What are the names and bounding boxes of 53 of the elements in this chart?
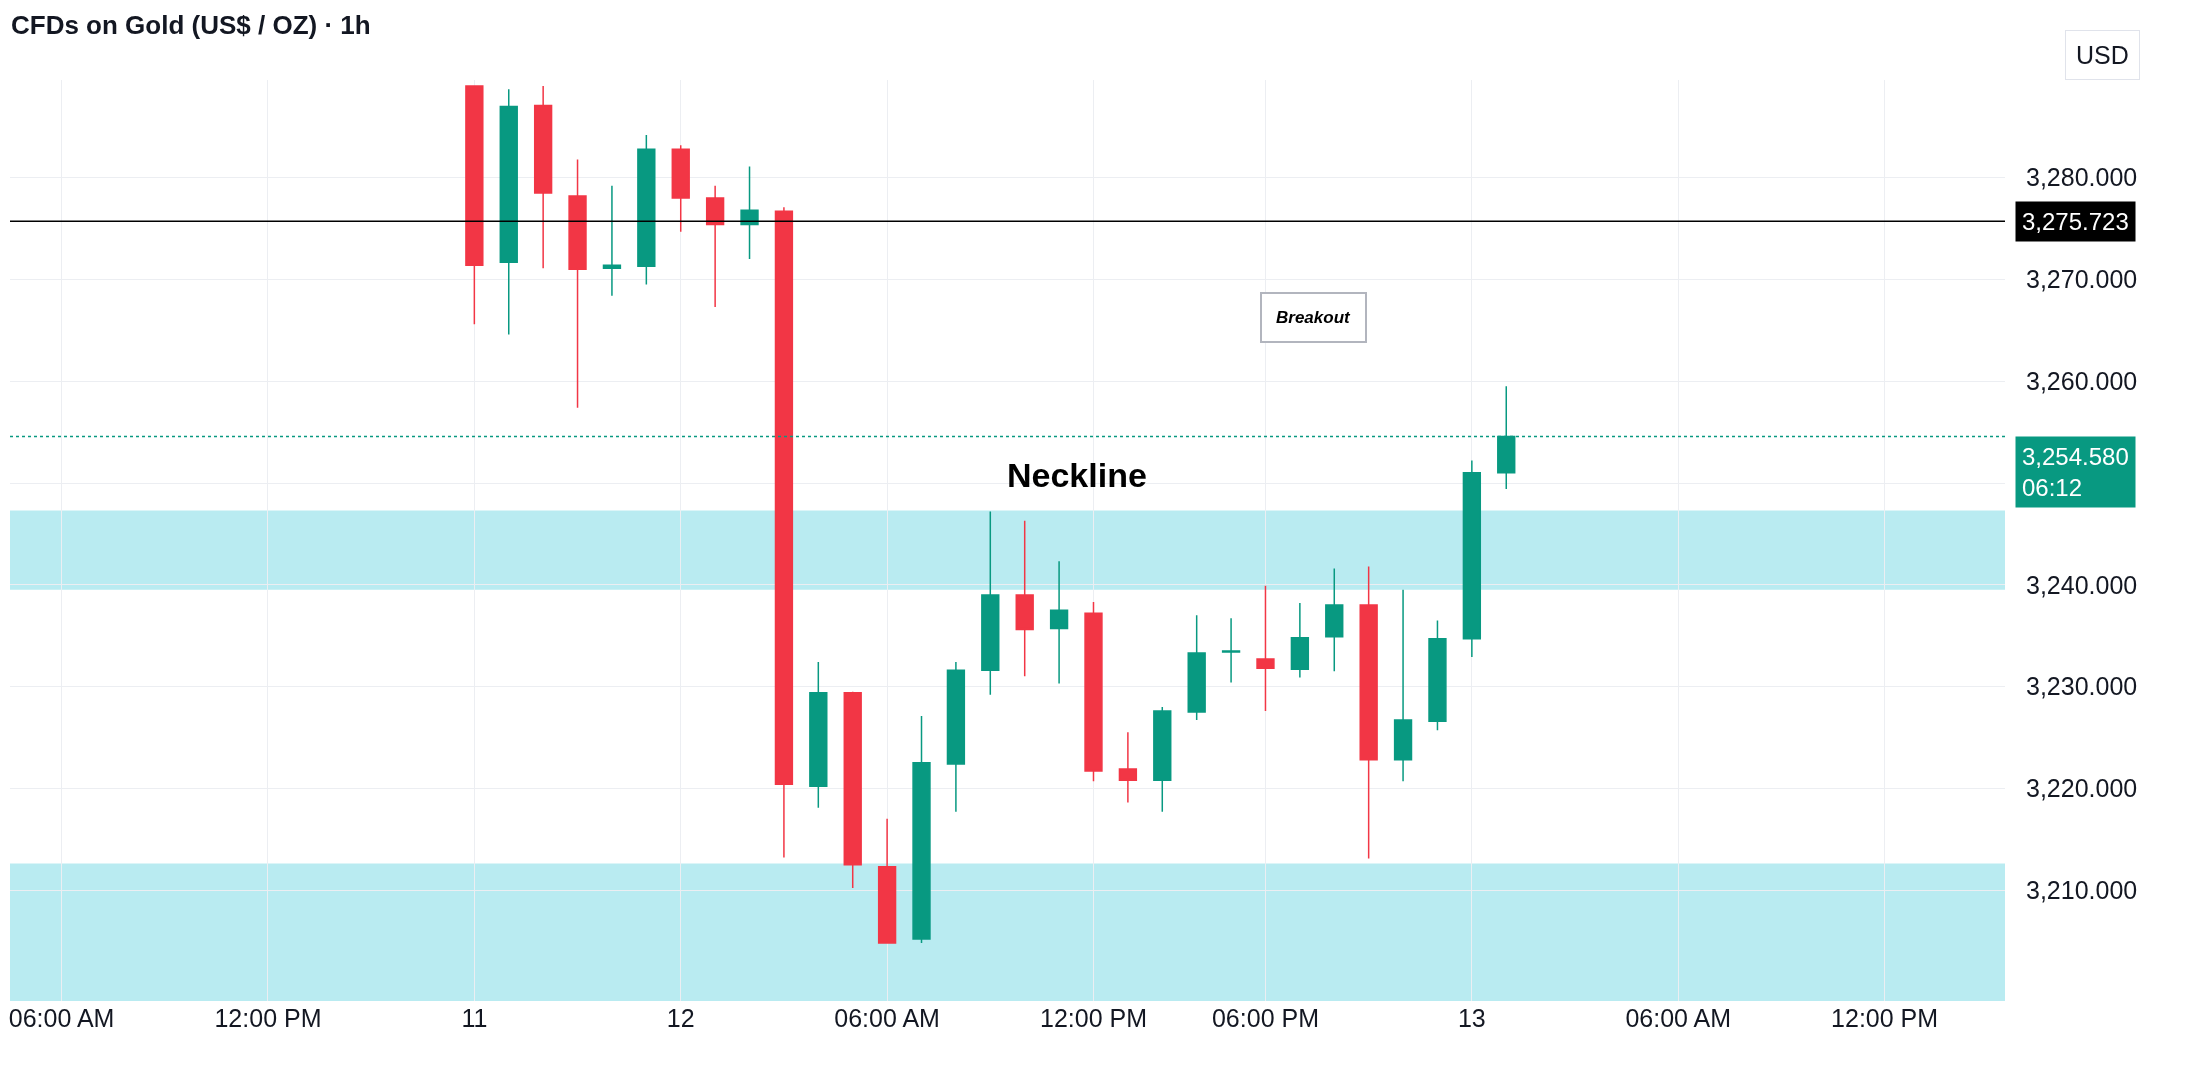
candlestick (912, 715, 931, 944)
y-axis-title: USD (2076, 41, 2129, 69)
x-tick-label: 11 (461, 1004, 488, 1032)
candlestick (774, 206, 794, 859)
candlestick (981, 510, 1000, 696)
y-tick-label: 3,280.000 (2026, 163, 2138, 192)
candlestick (1325, 567, 1344, 673)
candlestick (1084, 601, 1103, 782)
candlestick (671, 144, 690, 233)
candlestick (1256, 585, 1275, 712)
candlestick (1393, 589, 1413, 782)
candlestick (602, 185, 622, 297)
x-tick-label: 06:00 PM (1211, 1004, 1319, 1032)
y-tick-label: 3,270.000 (2026, 265, 2138, 294)
candlestick (1015, 519, 1034, 678)
band-label: Neckline (1007, 456, 1147, 494)
ref-line-label: 3,275.723 (2022, 208, 2129, 235)
x-tick-label: 12:00 PM (1039, 1004, 1147, 1032)
x-tick-label: 06:00 AM (8, 1004, 115, 1032)
y-tick-label: 3,260.000 (2026, 366, 2138, 395)
candlestick (1049, 560, 1069, 685)
candlestick (809, 661, 828, 809)
candlestick (877, 818, 897, 944)
y-tick-label: 3,230.000 (2026, 672, 2138, 701)
x-tick-label: 06:00 AM (1625, 1004, 1732, 1032)
y-tick-label: 3,210.000 (2026, 875, 2138, 904)
ref-line-label: 3,254.580 06:12 (2022, 443, 2129, 502)
x-tick-label: 13 (1457, 1004, 1486, 1032)
candlestick (1221, 617, 1241, 684)
chart-title: CFDs on Gold (US$ / OZ) · 1h (10, 10, 371, 41)
candlestick (1118, 731, 1138, 804)
x-tick-label: 12:00 PM (214, 1004, 322, 1032)
x-tick-label: 06:00 AM (834, 1004, 940, 1032)
candlestick (1153, 706, 1172, 813)
annotation: Breakout (1276, 308, 1352, 327)
candlestick (1428, 619, 1447, 732)
candlestick (465, 85, 484, 325)
candlestick (1187, 614, 1206, 721)
candlestick (499, 88, 518, 336)
candlestick (1359, 565, 1378, 860)
x-tick-label: 12 (666, 1004, 695, 1032)
x-tick-label: 12:00 PM (1831, 1004, 1939, 1032)
candlestick (533, 85, 553, 270)
candlestick (637, 134, 656, 286)
y-tick-label: 3,240.000 (2026, 570, 2138, 599)
candlestick (740, 165, 759, 260)
y-tick-label: 3,220.000 (2026, 774, 2138, 803)
candlestick (568, 158, 587, 409)
candlestick (946, 661, 966, 813)
candlestick (843, 690, 862, 889)
candlestick (1462, 459, 1482, 658)
candlestick (705, 185, 725, 308)
candlestick (1290, 602, 1310, 679)
